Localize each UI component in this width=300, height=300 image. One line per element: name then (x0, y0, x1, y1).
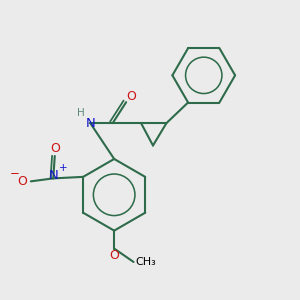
Text: N: N (48, 169, 58, 182)
Text: O: O (127, 90, 136, 103)
Text: H: H (77, 108, 85, 118)
Text: CH₃: CH₃ (136, 257, 157, 267)
Text: +: + (59, 163, 68, 173)
Text: −: − (10, 167, 20, 180)
Text: O: O (109, 249, 119, 262)
Text: O: O (18, 175, 28, 188)
Text: O: O (50, 142, 60, 155)
Text: N: N (85, 117, 95, 130)
